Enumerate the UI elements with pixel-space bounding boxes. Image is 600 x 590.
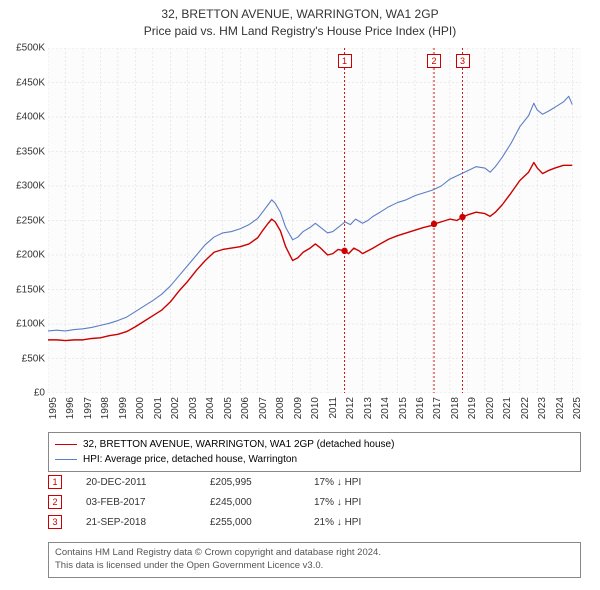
event-number-1: 1 <box>48 475 62 489</box>
legend: 32, BRETTON AVENUE, WARRINGTON, WA1 2GP … <box>48 432 581 472</box>
legend-row-property: 32, BRETTON AVENUE, WARRINGTON, WA1 2GP … <box>55 437 574 452</box>
x-tick-label: 2020 <box>485 397 496 437</box>
x-tick-label: 2001 <box>153 397 164 437</box>
event-hpi-3: 21% ↓ HPI <box>314 517 361 528</box>
y-tick-label: £450K <box>0 77 45 88</box>
y-tick-label: £250K <box>0 215 45 226</box>
x-tick-label: 2015 <box>398 397 409 437</box>
x-tick-label: 1998 <box>100 397 111 437</box>
event-hpi-1: 17% ↓ HPI <box>314 477 361 488</box>
x-tick-label: 2017 <box>432 397 443 437</box>
legend-swatch-property <box>55 444 77 445</box>
x-tick-label: 2025 <box>572 397 583 437</box>
y-tick-label: £500K <box>0 43 45 54</box>
event-row-2: 2 03-FEB-2017 £245,000 17% ↓ HPI <box>48 492 581 512</box>
x-tick-label: 1995 <box>48 397 59 437</box>
event-marker-box: 1 <box>338 54 352 68</box>
y-tick-label: £50K <box>0 353 45 364</box>
plot-svg <box>48 48 581 393</box>
event-number-2: 2 <box>48 495 62 509</box>
x-tick-label: 2005 <box>223 397 234 437</box>
chart-title-block: 32, BRETTON AVENUE, WARRINGTON, WA1 2GP … <box>0 0 600 40</box>
legend-label-property: 32, BRETTON AVENUE, WARRINGTON, WA1 2GP … <box>83 437 394 452</box>
y-tick-label: £150K <box>0 284 45 295</box>
footer-line1: Contains HM Land Registry data © Crown c… <box>55 547 574 560</box>
event-row-1: 1 20-DEC-2011 £205,995 17% ↓ HPI <box>48 472 581 492</box>
event-date-1: 20-DEC-2011 <box>86 477 186 488</box>
event-date-2: 03-FEB-2017 <box>86 497 186 508</box>
event-date-3: 21-SEP-2018 <box>86 517 186 528</box>
y-tick-label: £100K <box>0 319 45 330</box>
event-price-2: £245,000 <box>210 497 290 508</box>
x-tick-label: 2016 <box>415 397 426 437</box>
x-tick-label: 2000 <box>135 397 146 437</box>
x-tick-label: 1997 <box>83 397 94 437</box>
x-tick-label: 2023 <box>537 397 548 437</box>
event-row-3: 3 21-SEP-2018 £255,000 21% ↓ HPI <box>48 512 581 532</box>
x-tick-label: 1999 <box>118 397 129 437</box>
chart-title-line2: Price paid vs. HM Land Registry's House … <box>0 23 600 40</box>
x-tick-label: 2019 <box>467 397 478 437</box>
chart-title-line1: 32, BRETTON AVENUE, WARRINGTON, WA1 2GP <box>0 6 600 23</box>
x-tick-label: 2022 <box>520 397 531 437</box>
x-tick-label: 2024 <box>555 397 566 437</box>
x-tick-label: 2021 <box>502 397 513 437</box>
event-number-3: 3 <box>48 515 62 529</box>
y-tick-label: £200K <box>0 250 45 261</box>
x-tick-label: 2013 <box>363 397 374 437</box>
x-tick-label: 2012 <box>345 397 356 437</box>
legend-label-hpi: HPI: Average price, detached house, Warr… <box>83 452 297 467</box>
x-tick-label: 2010 <box>310 397 321 437</box>
plot-area <box>48 48 581 393</box>
event-hpi-2: 17% ↓ HPI <box>314 497 361 508</box>
events-table: 1 20-DEC-2011 £205,995 17% ↓ HPI 2 03-FE… <box>48 472 581 532</box>
x-tick-label: 2002 <box>170 397 181 437</box>
y-tick-label: £0 <box>0 388 45 399</box>
x-tick-label: 2007 <box>258 397 269 437</box>
event-price-1: £205,995 <box>210 477 290 488</box>
legend-row-hpi: HPI: Average price, detached house, Warr… <box>55 452 574 467</box>
x-tick-label: 2008 <box>275 397 286 437</box>
x-tick-label: 2011 <box>328 397 339 437</box>
y-tick-label: £300K <box>0 181 45 192</box>
x-tick-label: 2003 <box>188 397 199 437</box>
x-tick-label: 2009 <box>293 397 304 437</box>
x-tick-label: 2004 <box>205 397 216 437</box>
event-price-3: £255,000 <box>210 517 290 528</box>
legend-swatch-hpi <box>55 459 77 460</box>
chart-container: 32, BRETTON AVENUE, WARRINGTON, WA1 2GP … <box>0 0 600 590</box>
x-tick-label: 2018 <box>450 397 461 437</box>
event-marker-box: 2 <box>427 54 441 68</box>
x-tick-label: 1996 <box>65 397 76 437</box>
y-tick-label: £400K <box>0 112 45 123</box>
x-tick-label: 2006 <box>240 397 251 437</box>
footer-line2: This data is licensed under the Open Gov… <box>55 560 574 573</box>
x-tick-label: 2014 <box>380 397 391 437</box>
event-marker-box: 3 <box>456 54 470 68</box>
y-tick-label: £350K <box>0 146 45 157</box>
footer: Contains HM Land Registry data © Crown c… <box>48 542 581 578</box>
